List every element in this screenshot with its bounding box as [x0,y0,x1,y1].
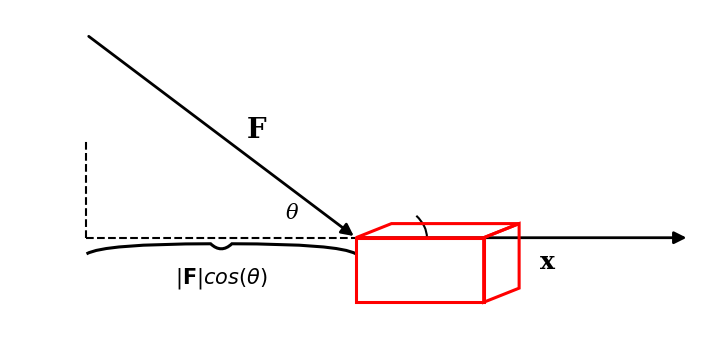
Text: F: F [247,117,266,144]
Text: x: x [540,250,555,274]
Text: $|\mathbf{F}|cos(\theta)$: $|\mathbf{F}|cos(\theta)$ [175,266,268,291]
Text: θ: θ [286,204,298,223]
